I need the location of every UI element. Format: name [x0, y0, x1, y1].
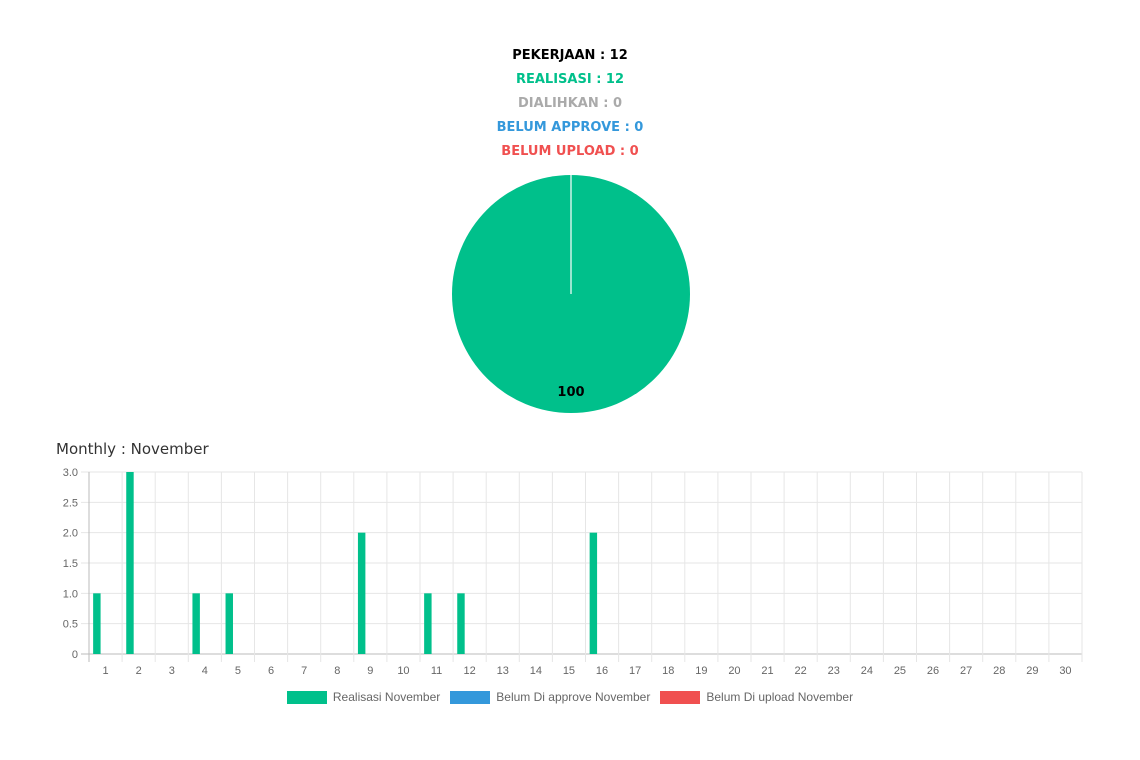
y-tick-label: 3.0	[63, 467, 78, 479]
x-tick-label: 5	[235, 665, 241, 677]
x-tick-label: 22	[795, 665, 807, 677]
x-tick-label: 1	[102, 665, 108, 677]
pie-chart: 100	[452, 175, 690, 413]
x-tick-label: 4	[202, 665, 208, 677]
belum-approve-count: BELUM APPROVE : 0	[496, 120, 644, 135]
x-tick-label: 7	[301, 665, 307, 677]
x-tick-label: 21	[761, 665, 773, 677]
legend-item[interactable]: Belum Di upload November	[660, 690, 853, 704]
x-tick-label: 26	[927, 665, 939, 677]
x-tick-label: 19	[695, 665, 707, 677]
y-tick-label: 1.5	[63, 558, 78, 570]
x-tick-label: 6	[268, 665, 274, 677]
x-tick-label: 13	[497, 665, 509, 677]
x-tick-label: 9	[367, 665, 373, 677]
x-tick-label: 24	[861, 665, 873, 677]
bar-realisasi-november-2[interactable]	[126, 472, 134, 654]
bar-realisasi-november-1[interactable]	[93, 593, 101, 654]
x-tick-label: 25	[894, 665, 906, 677]
x-tick-label: 10	[397, 665, 409, 677]
x-tick-label: 12	[464, 665, 476, 677]
realisasi-count: REALISASI : 12	[515, 72, 625, 87]
x-tick-label: 29	[1026, 665, 1038, 677]
legend-item[interactable]: Realisasi November	[286, 690, 441, 704]
dialihkan-count: DIALIHKAN : 0	[518, 96, 622, 111]
x-tick-label: 14	[530, 665, 542, 677]
pekerjaan-count: PEKERJAAN : 12	[512, 48, 628, 63]
pie-data-label: 100	[557, 385, 584, 400]
legend-swatch	[286, 690, 327, 704]
x-tick-label: 11	[431, 665, 442, 677]
x-tick-label: 30	[1059, 665, 1071, 677]
belum-upload-count: BELUM UPLOAD : 0	[501, 144, 639, 159]
x-tick-label: 17	[629, 665, 641, 677]
x-tick-label: 28	[993, 665, 1005, 677]
x-tick-label: 27	[960, 665, 972, 677]
bar-realisasi-november-16[interactable]	[589, 532, 598, 654]
monthly-title: Monthly : November	[56, 440, 209, 458]
bar-realisasi-november-4[interactable]	[192, 593, 200, 654]
x-tick-label: 8	[334, 665, 340, 677]
x-tick-label: 16	[596, 665, 608, 677]
y-tick-label: 0	[72, 649, 78, 661]
bar-chart: 00.51.01.52.02.53.01 2 3 4 5 6 7 8 9 10 11 12 13 14 15…	[63, 467, 1083, 677]
x-tick-label: 20	[728, 665, 740, 677]
legend-label: Belum Di upload November	[706, 690, 854, 704]
legend-swatch	[660, 690, 701, 704]
chart-legend: Realisasi November Belum Di approve Novem…	[0, 690, 1140, 704]
bar-realisasi-november-9[interactable]	[357, 532, 366, 654]
x-tick-label: 15	[563, 665, 575, 677]
bar-realisasi-november-12[interactable]	[457, 593, 465, 654]
y-tick-label: 2.0	[63, 528, 78, 540]
y-tick-label: 0.5	[63, 619, 78, 631]
x-tick-label: 2	[136, 665, 142, 677]
summary-block: PEKERJAAN : 12 REALISASI : 12 DIALIHKAN …	[0, 44, 1140, 164]
legend-swatch	[450, 690, 491, 704]
x-tick-label: 23	[828, 665, 840, 677]
y-tick-label: 1.0	[63, 588, 78, 600]
x-tick-label: 3	[169, 665, 175, 677]
bar-realisasi-november-11[interactable]	[424, 593, 432, 654]
legend-label: Belum Di approve November	[496, 690, 651, 704]
bar-realisasi-november-5[interactable]	[225, 593, 233, 654]
legend-item[interactable]: Belum Di approve November	[450, 690, 650, 704]
y-tick-label: 2.5	[63, 497, 78, 509]
x-tick-label: 18	[662, 665, 674, 677]
legend-label: Realisasi November	[332, 690, 441, 704]
